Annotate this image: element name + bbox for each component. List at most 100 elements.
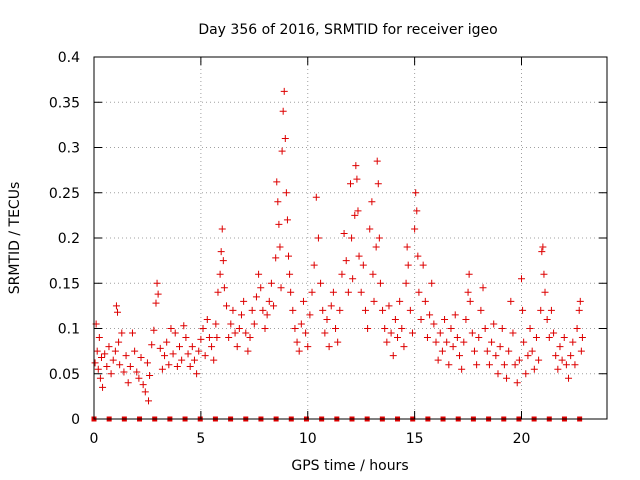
data-point [372,243,380,251]
data-point [351,211,359,219]
data-point [344,288,352,296]
data-point [219,257,227,265]
data-point [545,334,553,342]
data-point [496,343,504,351]
data-point [115,338,123,346]
data-point [91,359,99,367]
data-point [443,338,451,346]
data-point [488,338,496,346]
data-point [466,297,474,305]
tick-labels: 0 0.05 0.1 0.15 0.2 0.25 0.3 0.35 0.4 0 5 10 15 20 [49,50,531,447]
data-point [558,356,566,364]
data-point [128,329,136,337]
data-point [158,365,166,373]
data-point [370,297,378,305]
data-point [116,361,124,369]
data-point [286,270,294,278]
data-point [199,325,207,332]
data-point [359,261,367,269]
data-point [235,325,243,332]
data-point [385,302,393,310]
data-point [353,175,361,183]
data-point [244,347,252,355]
data-point [203,315,211,323]
data-point [327,302,335,310]
data-point [465,270,473,278]
data-point [575,306,583,314]
data-point [282,189,290,197]
chart-title: Day 356 of 2016, SRMTID for receiver ige… [198,22,497,38]
data-point [347,180,354,188]
data-point [112,302,120,310]
x-tick-label: 15 [406,431,424,447]
data-point [229,306,237,314]
data-point [505,347,513,355]
data-point [197,335,205,343]
data-point [143,359,151,367]
data-point [428,279,436,287]
y-axis-label: SRMTID / TECUs [7,182,23,295]
data-point [578,334,586,342]
data-point [302,329,310,337]
data-point [308,288,316,296]
data-point [233,343,241,351]
data-point [490,320,498,328]
data-point [451,311,459,319]
data-point [329,288,337,296]
data-point [538,248,546,256]
data-point [265,297,273,305]
x-tick-label: 0 [90,431,99,447]
data-point [342,257,350,265]
data-point [280,87,288,95]
data-point [419,261,427,269]
data-point [387,329,395,337]
data-point [421,297,429,305]
data-point [295,347,303,355]
data-point [186,363,194,371]
y-tick-label: 0.35 [49,95,80,111]
data-point [246,334,254,342]
data-point [532,334,540,342]
data-point [105,343,113,351]
data-point [352,162,360,170]
data-point [314,234,322,242]
data-point [146,372,154,380]
data-point [153,279,161,287]
data-point [178,356,186,364]
data-point [413,207,421,215]
data-point [182,334,190,342]
data-point [285,252,293,260]
data-point [137,353,145,361]
data-point [319,306,327,314]
data-point [231,329,239,337]
data-point [369,270,377,278]
data-point [528,347,536,355]
data-point [259,306,267,314]
y-tick-label: 0.05 [49,367,80,383]
data-point [468,329,476,337]
data-point [171,329,179,337]
data-point [462,315,470,323]
data-point [447,325,455,332]
data-point [95,334,103,342]
data-point [389,352,397,360]
y-tick-label: 0.1 [58,322,80,338]
data-point [475,334,483,342]
data-point [278,147,286,155]
data-point [539,243,547,251]
data-point [267,279,275,287]
data-point [257,284,265,292]
data-point [212,320,220,328]
data-point [396,297,404,305]
data-point [325,343,333,351]
data-point [96,374,104,382]
data-point [277,284,285,292]
x-tick-label: 20 [513,431,531,447]
data-point [334,338,342,346]
data-point [312,193,320,201]
data-point [453,334,461,342]
axis-ticks [93,56,607,420]
data-point [131,347,139,355]
data-point [289,306,297,314]
data-point [406,306,414,314]
